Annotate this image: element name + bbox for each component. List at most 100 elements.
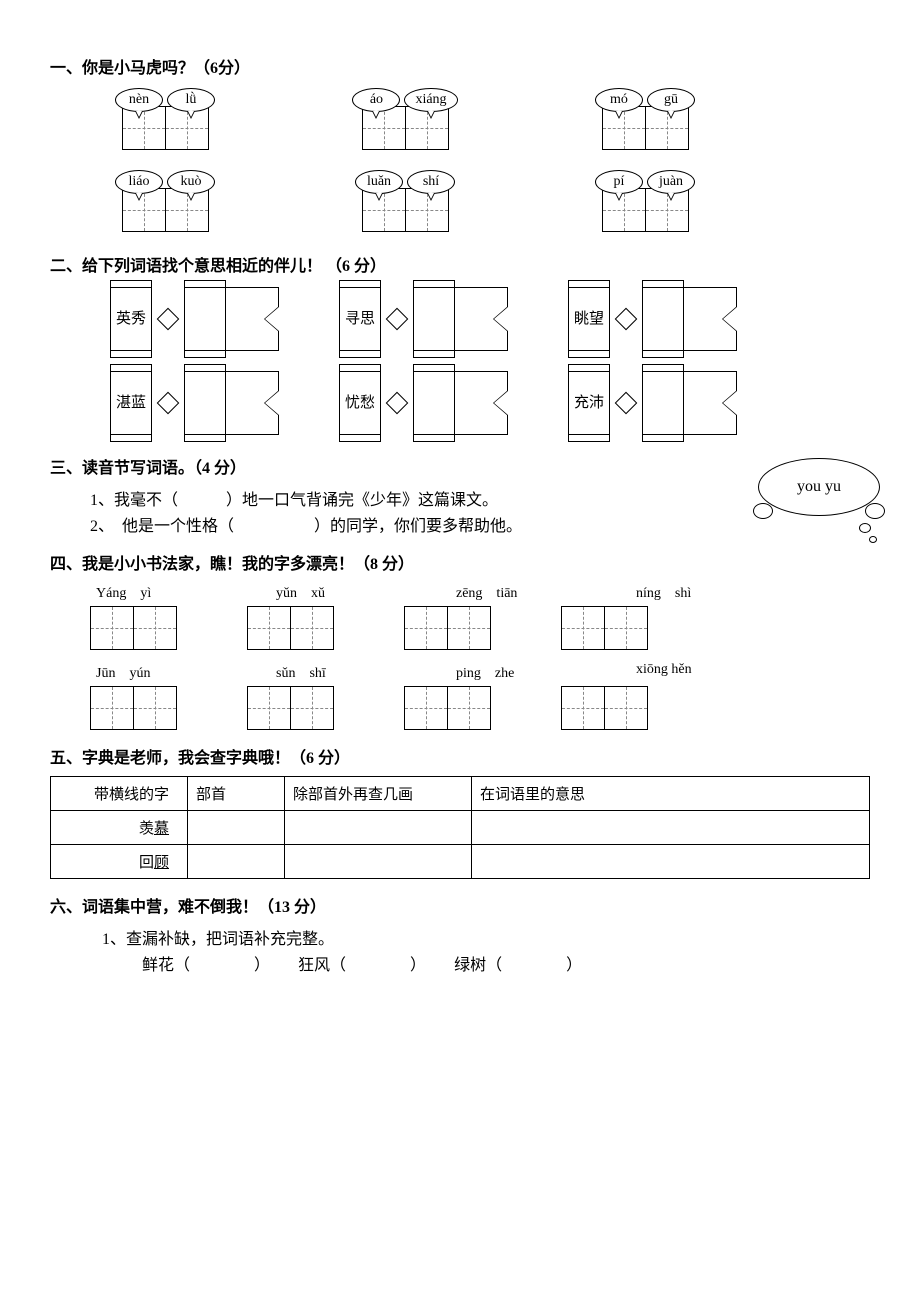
section-5-title: 五、字典是老师，我会查字典哦！（6 分） [50,744,870,768]
answer-scroll[interactable] [184,286,226,352]
banner-shape [454,287,508,351]
cell-meaning[interactable] [472,845,870,879]
diamond-icon [615,308,638,331]
pinyin-label: ping zhe [456,662,566,682]
char-box[interactable] [404,686,448,730]
answer-scroll[interactable] [184,370,226,436]
char-box[interactable] [133,686,177,730]
s2-row-1: 英秀 寻思 眺望 [110,286,870,352]
section-3-title: 三、读音节写词语。（4 分） [50,454,870,478]
char-box[interactable] [404,606,448,650]
pinyin-bubble: juàn [647,170,695,194]
diamond-icon [157,308,180,331]
cell-radical[interactable] [188,845,285,879]
pinyin-bubble: mó [595,88,643,112]
answer-scroll[interactable] [413,370,455,436]
diamond-icon [615,392,638,415]
pinyin-group: nèn lǜ [90,88,240,150]
char-box[interactable] [447,606,491,650]
section-4-title: 四、我是小小书法家，瞧！我的字多漂亮！（8 分） [50,550,870,574]
char-box[interactable] [290,686,334,730]
char-box[interactable] [362,188,406,232]
pinyin-group: luǎn shí [330,170,480,232]
pinyin-group: pí juàn [570,170,720,232]
char-box[interactable] [247,686,291,730]
pinyin-label: sǔn shī [276,662,386,682]
banner-shape [454,371,508,435]
char-box[interactable] [602,106,646,150]
pinyin-label: níng shì [636,582,746,602]
th-strokes: 除部首外再查几画 [285,777,472,811]
char-box[interactable] [122,188,166,232]
char-box[interactable] [602,188,646,232]
char-box[interactable] [247,606,291,650]
diamond-icon [386,392,409,415]
synonym-pair: 英秀 [110,286,279,352]
table-row: 回顾 [51,845,870,879]
synonym-pair: 眺望 [568,286,737,352]
section-2-title: 二、给下列词语找个意思相近的伴儿！ （6 分） [50,252,870,276]
synonym-pair: 湛蓝 [110,370,279,436]
pinyin-bubble: lǜ [167,88,215,112]
s1-row-1: nèn lǜ áo xiáng mó gū [90,88,870,150]
s4-pinyin-row-1: Yáng yì yǔn xǔ zēng tiān níng shì [96,582,870,602]
answer-scroll[interactable] [413,286,455,352]
s6-words: 鲜花（ ） 狂风（ ） 绿树（ ） [142,951,870,975]
pinyin-bubble: nèn [115,88,163,112]
pinyin-bubble: kuò [167,170,215,194]
given-word-scroll: 充沛 [568,370,610,436]
diamond-icon [386,308,409,331]
banner-shape [225,287,279,351]
banner-shape [225,371,279,435]
table-row: 羡慕 [51,811,870,845]
pinyin-label: xiōng hěn [636,662,746,682]
s1-row-2: liáo kuò luǎn shí pí juàn [90,170,870,232]
synonym-pair: 忧愁 [339,370,508,436]
pinyin-bubble: shí [407,170,455,194]
char-box[interactable] [604,606,648,650]
synonym-pair: 寻思 [339,286,508,352]
pinyin-bubble: luǎn [355,170,403,194]
pinyin-label: Jūn yún [96,662,206,682]
answer-scroll[interactable] [642,286,684,352]
banner-shape [683,287,737,351]
char-box[interactable] [133,606,177,650]
char-box[interactable] [290,606,334,650]
char-box[interactable] [362,106,406,150]
char-box[interactable] [122,106,166,150]
cell-strokes[interactable] [285,811,472,845]
char-box[interactable] [561,686,605,730]
char-box[interactable] [604,686,648,730]
pinyin-bubble: xiáng [404,88,457,112]
pinyin-label: yǔn xǔ [276,582,386,602]
pinyin-bubble: pí [595,170,643,194]
th-word: 带横线的字 [51,777,188,811]
s3-sentences: you yu 1、我毫不（ ）地一口气背诵完《少年》这篇课文。 2、 他是一个性… [90,486,870,536]
given-word-scroll: 眺望 [568,286,610,352]
pinyin-bubble: gū [647,88,695,112]
section-6-title: 六、词语集中营，难不倒我！（13 分） [50,893,870,917]
cloud-text: you yu [797,478,841,496]
answer-scroll[interactable] [642,370,684,436]
given-word-scroll: 英秀 [110,286,152,352]
th-radical: 部首 [188,777,285,811]
th-meaning: 在词语里的意思 [472,777,870,811]
given-word-scroll: 忧愁 [339,370,381,436]
pinyin-group: áo xiáng [330,88,480,150]
s2-row-2: 湛蓝 忧愁 充沛 [110,370,870,436]
s4-box-row-1 [90,606,870,650]
char-box[interactable] [447,686,491,730]
cell-strokes[interactable] [285,845,472,879]
pinyin-bubble: liáo [115,170,163,194]
char-box[interactable] [90,686,134,730]
char-box[interactable] [90,606,134,650]
banner-shape [683,371,737,435]
fill-word: 绿树（ ） [454,957,582,974]
diamond-icon [157,392,180,415]
thought-cloud: you yu [758,458,880,516]
table-header-row: 带横线的字 部首 除部首外再查几画 在词语里的意思 [51,777,870,811]
cell-radical[interactable] [188,811,285,845]
char-box[interactable] [561,606,605,650]
cell-meaning[interactable] [472,811,870,845]
pinyin-label: Yáng yì [96,582,206,602]
